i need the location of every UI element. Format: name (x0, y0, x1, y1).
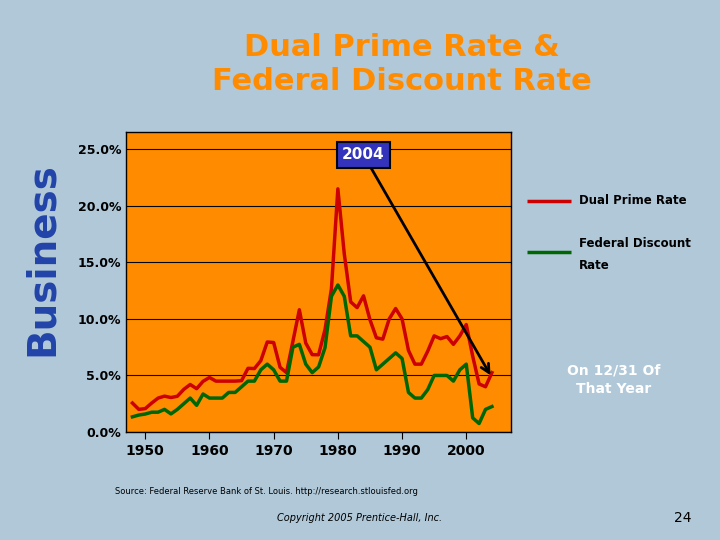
Text: Business: Business (22, 162, 60, 356)
Text: 2004: 2004 (342, 147, 385, 163)
Text: Dual Prime Rate: Dual Prime Rate (579, 194, 686, 207)
Text: On 12/31 Of
That Year: On 12/31 Of That Year (567, 363, 660, 395)
Text: 24: 24 (674, 511, 691, 525)
Text: Rate: Rate (579, 259, 609, 272)
Text: Source: Federal Reserve Bank of St. Louis. http://research.stlouisfed.org: Source: Federal Reserve Bank of St. Loui… (115, 487, 418, 496)
Text: Copyright 2005 Prentice-Hall, Inc.: Copyright 2005 Prentice-Hall, Inc. (277, 514, 443, 523)
Text: Federal Discount: Federal Discount (579, 237, 690, 250)
Text: Dual Prime Rate &
Federal Discount Rate: Dual Prime Rate & Federal Discount Rate (212, 33, 591, 96)
